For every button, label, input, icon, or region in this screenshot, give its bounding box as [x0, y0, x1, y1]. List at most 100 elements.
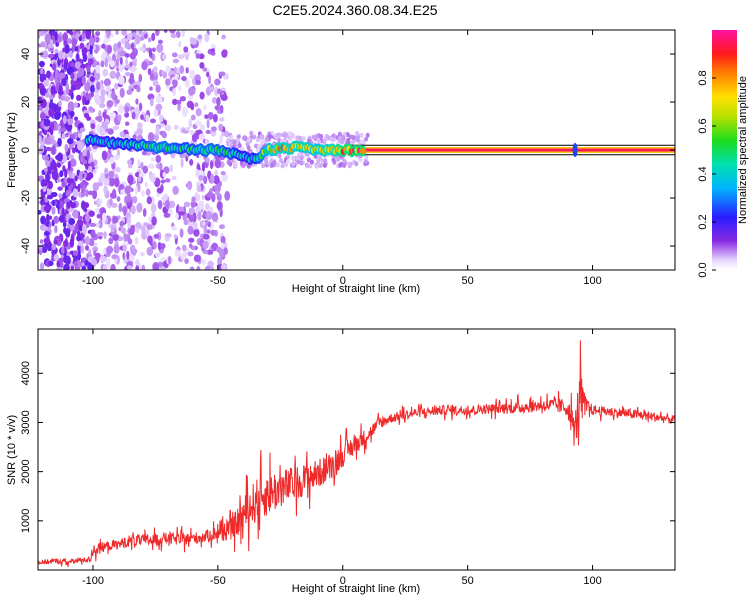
spectrogram-noise-cell — [104, 57, 109, 68]
spectrogram-noise-cell — [221, 263, 227, 270]
spectrogram-noise-cell — [161, 70, 165, 75]
spectrogram-noise-cell — [57, 152, 63, 162]
spectrogram-noise-cell — [340, 139, 344, 145]
spectrogram-noise-cell — [114, 98, 120, 104]
spectrogram-noise-cell — [111, 53, 117, 63]
spectrogram-noise-cell — [89, 152, 93, 162]
spectrogram-noise-cell — [190, 114, 196, 121]
spectrogram-noise-cell — [135, 98, 139, 105]
spectrogram-noise-cell — [181, 244, 187, 251]
spectrogram-noise-cell — [109, 60, 115, 68]
spectrogram-noise-cell — [317, 139, 322, 145]
spectrogram-noise-cell — [160, 256, 166, 262]
spectrogram-noise-cell — [92, 169, 97, 174]
y-tick-label: -20 — [20, 190, 32, 206]
spectrogram-noise-cell — [42, 30, 49, 34]
spectrogram-noise-cell — [187, 251, 194, 257]
spectrogram-noise-cell — [221, 49, 228, 58]
spectrogram-noise-cell — [150, 74, 154, 79]
colorbar-tick-label: 0.2 — [697, 214, 709, 229]
spectrogram-noise-cell — [116, 196, 121, 202]
spectrogram-noise-cell — [202, 233, 210, 240]
spectrogram-noise-cell — [56, 162, 62, 168]
spectrogram-noise-cell — [213, 113, 218, 123]
spectrogram-noise-cell — [51, 30, 56, 36]
spectrogram-noise-cell — [128, 77, 135, 85]
spectrogram-noise-cell — [218, 123, 224, 132]
spectrogram-noise-cell — [229, 134, 234, 140]
spectrogram-noise-cell — [165, 233, 172, 238]
spectrogram-noise-cell — [98, 219, 103, 229]
spectrogram-noise-cell — [151, 203, 157, 213]
spectrogram-noise-cell — [318, 163, 323, 169]
spectrogram-noise-cell — [124, 42, 130, 49]
snr-x-axis-label: Height of straight line (km) — [292, 583, 420, 595]
spectrogram-noise-cell — [209, 188, 214, 193]
spectrogram-noise-cell — [157, 200, 163, 210]
spectrogram-noise-cell — [146, 246, 154, 256]
spectrogram-noise-cell — [130, 42, 135, 50]
spectrogram-noise-cell — [201, 258, 207, 266]
spectrogram-noise-cell — [185, 67, 189, 74]
spectrogram-noise-cell — [112, 188, 117, 198]
spectrogram-noise-cell — [195, 193, 201, 202]
spectrogram-noise-cell — [63, 227, 68, 235]
spectrogram-noise-cell — [82, 95, 86, 106]
spectrogram-noise-cell — [99, 103, 106, 109]
spectrogram-noise-cell — [284, 133, 289, 139]
spectrogram-noise-cell — [115, 166, 121, 173]
spectrogram-noise-cell — [147, 163, 155, 169]
spectrogram-noise-cell — [228, 161, 233, 167]
spectrogram-noise-cell — [53, 215, 60, 224]
y-tick-label: -40 — [20, 238, 32, 254]
spectrogram-noise-cell — [221, 242, 225, 249]
spectrogram-noise-cell — [190, 266, 195, 270]
spectrogram-noise-cell — [85, 91, 89, 101]
spectrogram-noise-cell — [232, 139, 237, 145]
spectrogram-noise-cell — [211, 97, 217, 104]
spectrogram-noise-cell — [291, 155, 296, 161]
spectrogram-noise-cell — [119, 131, 125, 138]
spectrogram-noise-cell — [141, 264, 146, 270]
spectrogram-noise-cell — [67, 154, 74, 159]
spectrogram-noise-cell — [47, 180, 53, 190]
spectrogram-noise-cell — [57, 257, 65, 263]
spectrogram-noise-cell — [264, 137, 269, 142]
spectrogram-noise-cell — [89, 106, 93, 112]
spectrogram-noise-cell — [140, 114, 144, 120]
snr-frame — [37, 328, 676, 571]
spectrogram-noise-cell — [348, 134, 353, 140]
spectrogram-noise-cell — [252, 134, 257, 140]
spectrogram-noise-cell — [58, 193, 62, 199]
spectrogram-noise-cell — [151, 32, 156, 42]
spectrogram-noise-cell — [159, 114, 164, 123]
spectrogram-noise-cell — [100, 172, 105, 183]
spectrogram-noise-cell — [220, 235, 226, 245]
spectrogram-noise-cell — [77, 132, 82, 139]
spectrogram-noise-cell — [75, 32, 80, 38]
spectrogram-noise-cell — [89, 36, 95, 46]
spectrogram-noise-cell — [183, 46, 189, 53]
spectrogram-noise-cell — [305, 163, 310, 169]
spectrogram-noise-cell — [40, 179, 48, 188]
spectrogram-noise-cell — [95, 116, 100, 121]
spectrogram-noise-cell — [263, 157, 268, 163]
spectrogram-noise-cell — [181, 107, 188, 117]
spectrogram-noise-cell — [90, 123, 96, 130]
spectrogram-noise-cell — [72, 147, 76, 154]
spectrogram-noise-cell — [54, 31, 58, 41]
spectrogram-noise-cell — [58, 90, 63, 96]
spectrogram-noise-cell — [286, 159, 290, 165]
spectrogram-noise-cell — [211, 212, 219, 222]
spectrogram-noise-cell — [62, 52, 66, 60]
spectrogram-noise-cell — [355, 137, 360, 143]
spectrogram-noise-cell — [51, 206, 56, 215]
spectrogram-noise-cell — [90, 84, 95, 94]
spectrogram-noise-cell — [103, 185, 108, 194]
spectrogram-noise-cell — [44, 92, 50, 98]
spectrogram-noise-cell — [139, 102, 143, 112]
spectrogram-noise-cell — [96, 232, 104, 237]
spectrogram-noise-cell — [107, 44, 112, 54]
spectrogram-noise-cell — [67, 38, 72, 45]
spectrogram-noise-cell — [219, 248, 225, 258]
